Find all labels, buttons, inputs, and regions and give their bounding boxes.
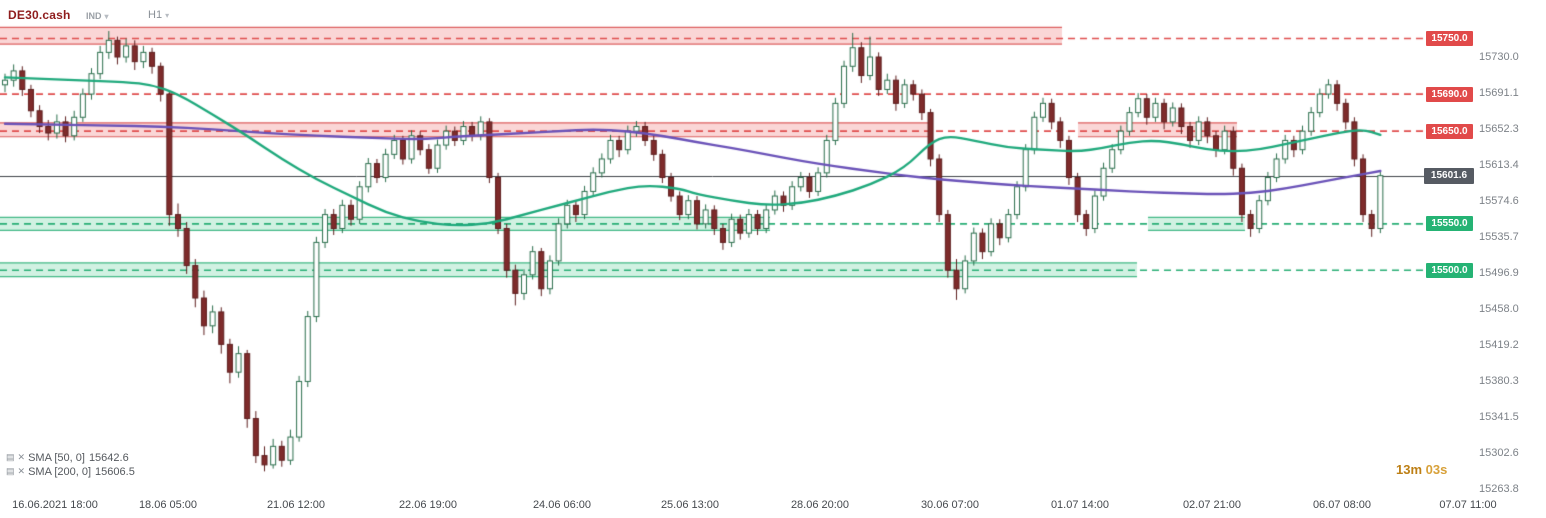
time-axis-label: 06.07 08:00 (1312, 499, 1372, 511)
time-axis-label: 24.06 06:00 (532, 499, 592, 511)
legend-row-sma50: ▤ ✕ SMA [50, 0] 15642.6 (6, 451, 135, 464)
candle-countdown-timer: 13m 03s (1396, 462, 1447, 477)
indicator-remove-icon[interactable]: ✕ (17, 452, 26, 462)
price-axis-label: 15496.9 (1479, 267, 1519, 280)
indicator-settings-icon[interactable]: ▤ (6, 466, 15, 476)
timer-minutes: 13m (1396, 462, 1423, 477)
time-axis-label: 30.06 07:00 (920, 499, 980, 511)
price-axis-label: 15302.6 (1479, 447, 1519, 460)
resistance-level-badge: 15650.0 (1426, 123, 1473, 139)
sma50-label: SMA [50, 0] (28, 451, 85, 464)
time-axis-label: 16.06.2021 18:00 (12, 499, 98, 511)
time-axis-label: 25.06 13:00 (660, 499, 720, 511)
resistance-level-badge: 15750.0 (1426, 30, 1473, 46)
price-axis-label: 15574.6 (1479, 195, 1519, 208)
price-axis-label: 15341.5 (1479, 411, 1519, 424)
time-axis-label: 21.06 12:00 (266, 499, 326, 511)
chevron-down-icon: ▾ (165, 11, 170, 20)
price-axis-label: 15380.3 (1479, 375, 1519, 388)
time-axis-label: 01.07 14:00 (1050, 499, 1110, 511)
indicator-legend: ▤ ✕ SMA [50, 0] 15642.6 ▤ ✕ SMA [200, 0]… (6, 451, 135, 479)
indicator-remove-icon[interactable]: ✕ (17, 466, 26, 476)
resistance-level-badge: 15690.0 (1426, 86, 1473, 102)
price-axis-label: 15419.2 (1479, 339, 1519, 352)
price-chart-canvas[interactable] (0, 0, 1430, 495)
price-axis-label: 15613.4 (1479, 159, 1519, 172)
legend-row-sma200: ▤ ✕ SMA [200, 0] 15606.5 (6, 465, 135, 478)
sma200-label: SMA [200, 0] (28, 465, 92, 478)
time-axis-label: 28.06 20:00 (790, 499, 850, 511)
price-axis-label: 15652.3 (1479, 123, 1519, 136)
price-axis-label: 15730.0 (1479, 51, 1519, 63)
price-axis-label: 15691.1 (1479, 87, 1519, 100)
price-axis-label: 15535.7 (1479, 231, 1519, 244)
timeframe-label: H1 (148, 9, 163, 21)
timer-seconds: 03s (1425, 462, 1448, 477)
time-axis-label: 02.07 21:00 (1182, 499, 1242, 511)
symbol-name: DE30.cash (8, 8, 71, 22)
indicators-dropdown[interactable]: IND ▾ (86, 11, 109, 21)
price-axis-label: 15458.0 (1479, 303, 1519, 316)
time-axis-label: 22.06 19:00 (398, 499, 458, 511)
time-axis-label: 07.07 11:00 (1439, 499, 1497, 511)
indicator-settings-icon[interactable]: ▤ (6, 452, 15, 462)
current-price-badge: 15601.6 (1424, 168, 1474, 185)
indicators-dropdown-label: IND (86, 11, 102, 21)
time-axis-label: 18.06 05:00 (138, 499, 198, 511)
sma200-value: 15606.5 (95, 465, 135, 478)
timeframe-dropdown[interactable]: H1 ▾ (148, 9, 169, 21)
support-level-badge: 15500.0 (1426, 262, 1473, 278)
support-level-badge: 15550.0 (1426, 216, 1473, 232)
price-axis-label: 15263.8 (1479, 483, 1519, 496)
sma50-value: 15642.6 (88, 451, 129, 464)
chevron-down-icon: ▾ (104, 12, 109, 21)
